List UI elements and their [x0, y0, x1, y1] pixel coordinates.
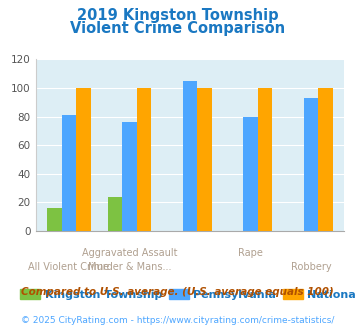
Text: Violent Crime Comparison: Violent Crime Comparison [70, 21, 285, 36]
Text: Aggravated Assault: Aggravated Assault [82, 248, 177, 258]
Bar [318, 88, 333, 231]
Bar [258, 88, 272, 231]
Text: Compared to U.S. average. (U.S. average equals 100): Compared to U.S. average. (U.S. average … [21, 287, 334, 297]
Text: © 2025 CityRating.com - https://www.cityrating.com/crime-statistics/: © 2025 CityRating.com - https://www.city… [21, 315, 334, 325]
Text: All Violent Crime: All Violent Crime [28, 262, 109, 272]
Legend: Kingston Township, Pennsylvania, National: Kingston Township, Pennsylvania, Nationa… [16, 284, 355, 304]
Bar [122, 122, 137, 231]
Bar [197, 88, 212, 231]
Text: Robbery: Robbery [291, 262, 331, 272]
Bar [108, 197, 122, 231]
Bar [47, 208, 61, 231]
Bar [61, 115, 76, 231]
Text: Rape: Rape [238, 248, 263, 258]
Text: Murder & Mans...: Murder & Mans... [88, 262, 171, 272]
Bar [243, 116, 258, 231]
Bar [76, 88, 91, 231]
Bar [304, 98, 318, 231]
Bar [137, 88, 151, 231]
Text: 2019 Kingston Township: 2019 Kingston Township [77, 8, 278, 23]
Bar [183, 81, 197, 231]
